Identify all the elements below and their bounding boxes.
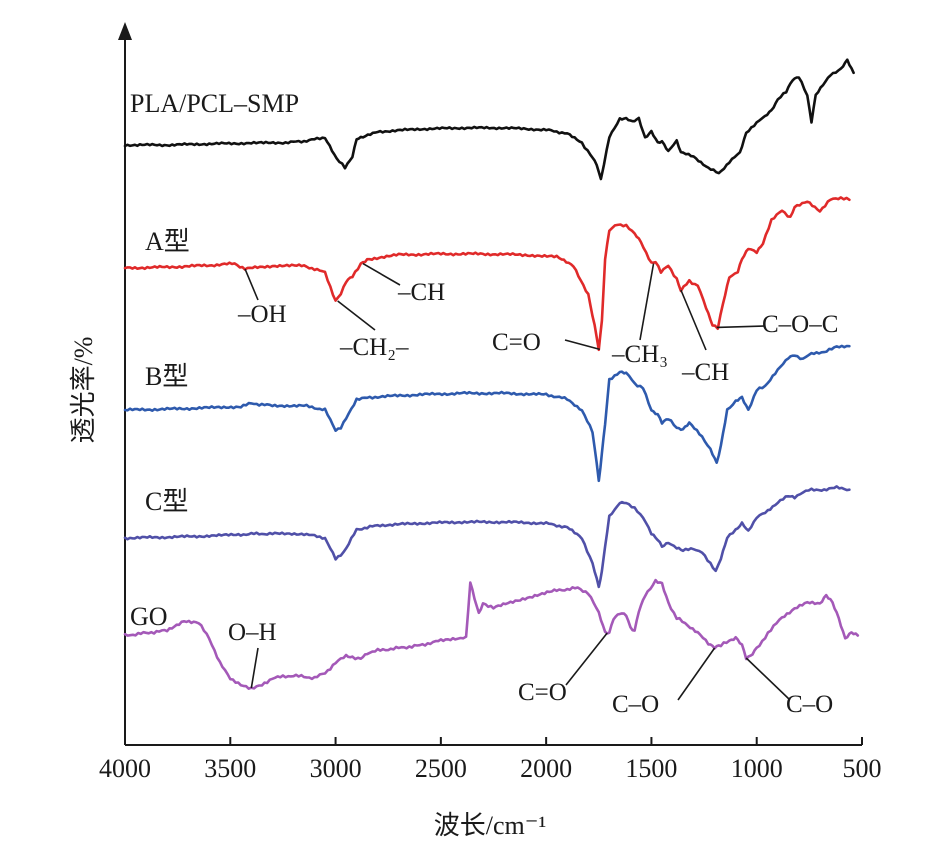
x-tick-label: 1500 (625, 754, 677, 783)
annotation-label: C=O (492, 329, 541, 356)
x-tick-label: 2000 (520, 754, 572, 783)
annotation-group: –OH –CH₂– –CH C=O –CH₃ –CH C–O–C O–H C=O C–O C–O (228, 262, 838, 718)
annotation-leader (639, 263, 655, 341)
annotation-leader (716, 325, 766, 329)
annotation-label: –CH (397, 279, 445, 306)
annotation-leader (244, 268, 259, 301)
series-line-2 (123, 344, 851, 483)
x-tick-label: 1000 (731, 754, 783, 783)
y-axis-title: 透光率/% (69, 337, 98, 444)
series-name-label: C型 (145, 487, 188, 516)
annotation-label: C=O (518, 679, 567, 706)
annotation-leader (745, 657, 791, 701)
series-name-label: GO (130, 602, 168, 631)
y-axis-arrow-icon (118, 22, 132, 40)
annotation-leader (250, 647, 259, 689)
series-name-label: PLA/PCL–SMP (130, 89, 299, 118)
x-ticks: 4000 3500 3000 2500 2000 1500 1000 500 (99, 737, 882, 783)
annotation-leader (680, 289, 707, 351)
annotation-leader (564, 339, 601, 351)
annotation-label: –CH₃ (611, 341, 668, 368)
annotation-leader (362, 262, 401, 286)
series-name-label: A型 (145, 227, 190, 256)
annotation-label: C–O (786, 691, 833, 718)
series-name-label: B型 (145, 362, 188, 391)
x-tick-label: 4000 (99, 754, 151, 783)
series-line-3 (123, 485, 851, 589)
series-group: PLA/PCL–SMP A型 B型 C型 GO (123, 58, 860, 690)
series-line-1 (123, 196, 851, 352)
x-tick-label: 500 (843, 754, 882, 783)
x-tick-label: 3000 (310, 754, 362, 783)
annotation-label: C–O (612, 691, 659, 718)
annotation-leader (677, 647, 716, 701)
annotation-label: –CH (681, 359, 729, 386)
x-tick-label: 2500 (415, 754, 467, 783)
series-line-4 (123, 578, 860, 690)
annotation-label: –CH₂– (339, 334, 409, 361)
annotation-leader (565, 632, 608, 686)
series-line-0 (123, 58, 855, 181)
annotation-label: O–H (228, 619, 277, 646)
x-tick-label: 3500 (204, 754, 256, 783)
x-axis-title: 波长/cm⁻¹ (434, 811, 547, 840)
axes (118, 22, 862, 746)
annotation-leader (337, 300, 376, 331)
annotation-label: –OH (237, 301, 287, 328)
annotation-label: C–O–C (762, 311, 838, 338)
